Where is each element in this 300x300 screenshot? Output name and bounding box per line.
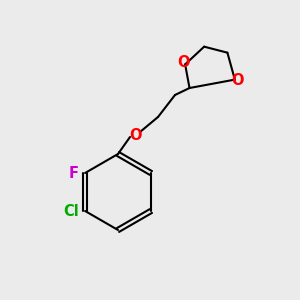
Text: O: O [177,55,189,70]
Text: O: O [232,73,244,88]
Text: O: O [129,128,141,142]
Text: Cl: Cl [63,203,79,218]
Text: F: F [69,166,79,181]
